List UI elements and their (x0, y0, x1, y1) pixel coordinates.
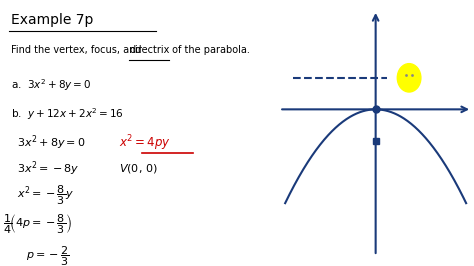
Text: Example 7p: Example 7p (11, 13, 94, 27)
Text: $p = -\dfrac{2}{3}$: $p = -\dfrac{2}{3}$ (26, 245, 69, 266)
Text: b.  $y + 12x + 2x^2 = 16$: b. $y + 12x + 2x^2 = 16$ (11, 106, 124, 122)
Text: $x^2 = 4py$: $x^2 = 4py$ (119, 133, 171, 153)
Text: $V(0,\,0)$: $V(0,\,0)$ (119, 162, 158, 175)
Text: $\dfrac{1}{4}\!\left(4p = -\dfrac{8}{3}\right)$: $\dfrac{1}{4}\!\left(4p = -\dfrac{8}{3}\… (3, 213, 72, 236)
Text: directrix: directrix (129, 45, 170, 55)
Circle shape (397, 64, 421, 92)
Text: a.  $3x^2 + 8y = 0$: a. $3x^2 + 8y = 0$ (11, 77, 92, 93)
Text: of the parabola.: of the parabola. (169, 45, 250, 55)
Text: $x^2 = -\dfrac{8}{3}y$: $x^2 = -\dfrac{8}{3}y$ (17, 184, 74, 207)
Text: $3x^2 + 8y = 0$: $3x^2 + 8y = 0$ (17, 133, 86, 152)
Text: Find the vertex, focus, and: Find the vertex, focus, and (11, 45, 145, 55)
Text: $3x^2 = -8y$: $3x^2 = -8y$ (17, 160, 80, 178)
